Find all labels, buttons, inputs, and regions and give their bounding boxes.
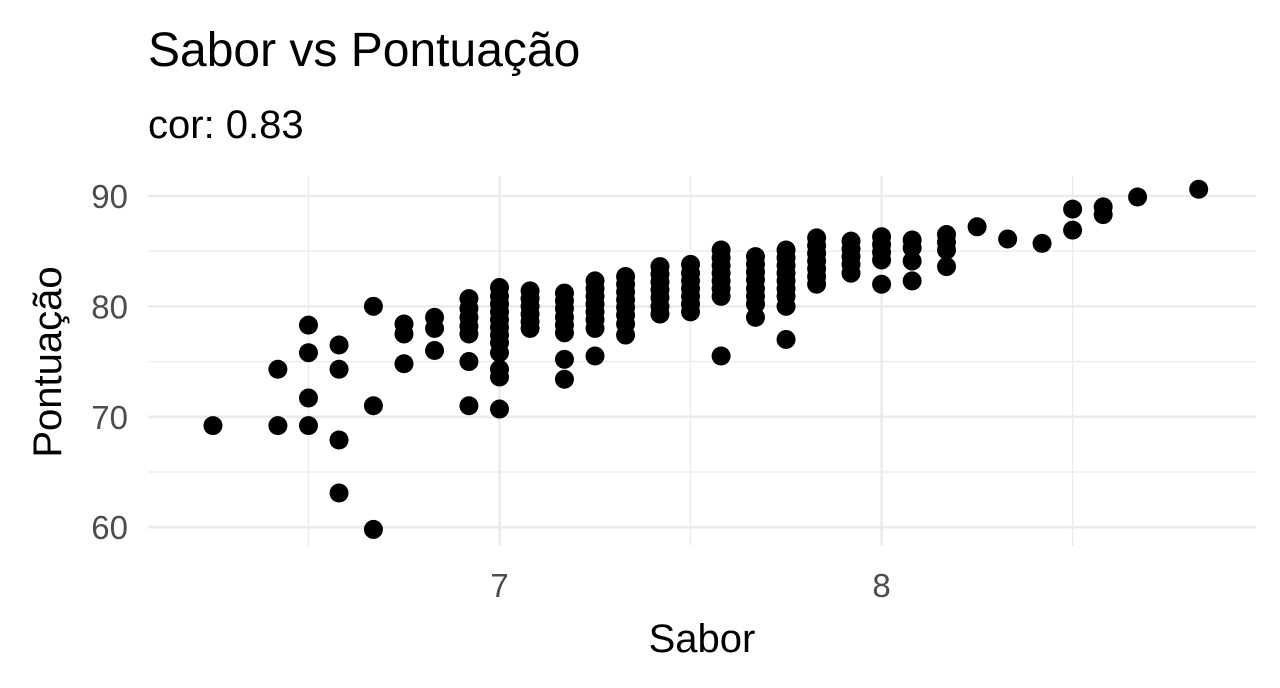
data-point (872, 250, 892, 270)
data-point (650, 304, 670, 324)
data-point (711, 286, 731, 306)
data-point (268, 359, 288, 379)
data-point (1063, 199, 1083, 219)
chart-subtitle: cor: 0.83 (148, 103, 304, 147)
data-point (585, 346, 605, 366)
data-point (902, 238, 922, 258)
data-point (520, 318, 540, 338)
data-point (394, 324, 414, 344)
data-point (425, 318, 445, 338)
data-point (554, 323, 574, 343)
tick-labels: 7 8 60 70 80 90 (91, 178, 890, 604)
data-point (745, 294, 765, 314)
data-point (329, 430, 349, 450)
data-point (807, 274, 827, 294)
data-point (776, 329, 796, 349)
y-tick-label: 60 (91, 509, 128, 546)
data-point (937, 240, 957, 260)
data-point (363, 519, 383, 539)
data-point (872, 274, 892, 294)
data-point (1128, 187, 1148, 207)
data-point (616, 325, 636, 345)
data-point (329, 483, 349, 503)
data-point (998, 229, 1018, 249)
data-point (585, 318, 605, 338)
data-point (459, 324, 479, 344)
data-point (902, 271, 922, 291)
data-point (554, 369, 574, 389)
x-tick-label: 8 (872, 567, 890, 604)
data-point (363, 396, 383, 416)
data-point (1093, 205, 1113, 225)
data-point (490, 367, 510, 387)
data-point (937, 257, 957, 277)
data-point (1189, 179, 1209, 199)
data-point (776, 296, 796, 316)
data-points (203, 179, 1209, 539)
data-point (268, 416, 288, 436)
data-point (298, 416, 318, 436)
data-point (203, 416, 223, 436)
data-point (490, 399, 510, 419)
data-point (298, 343, 318, 363)
chart-title: Sabor vs Pontuação (148, 24, 580, 77)
data-point (298, 315, 318, 335)
data-point (329, 359, 349, 379)
data-point (1032, 233, 1052, 253)
data-point (490, 343, 510, 363)
data-point (459, 352, 479, 372)
y-tick-label: 70 (91, 399, 128, 436)
data-point (681, 302, 701, 322)
data-point (459, 396, 479, 416)
y-tick-label: 80 (91, 288, 128, 325)
data-point (329, 335, 349, 355)
y-axis-title: Pontuação (26, 266, 70, 457)
data-point (841, 263, 861, 283)
grid (148, 176, 1256, 546)
data-point (745, 307, 765, 327)
data-point (902, 251, 922, 271)
data-point (363, 296, 383, 316)
data-point (394, 354, 414, 374)
data-point (1063, 220, 1083, 240)
x-tick-label: 7 (490, 567, 508, 604)
data-point (425, 341, 445, 361)
x-axis-title: Sabor (649, 617, 756, 661)
data-point (711, 346, 731, 366)
data-point (298, 388, 318, 408)
data-point (967, 217, 987, 237)
y-tick-label: 90 (91, 178, 128, 215)
data-point (554, 349, 574, 369)
